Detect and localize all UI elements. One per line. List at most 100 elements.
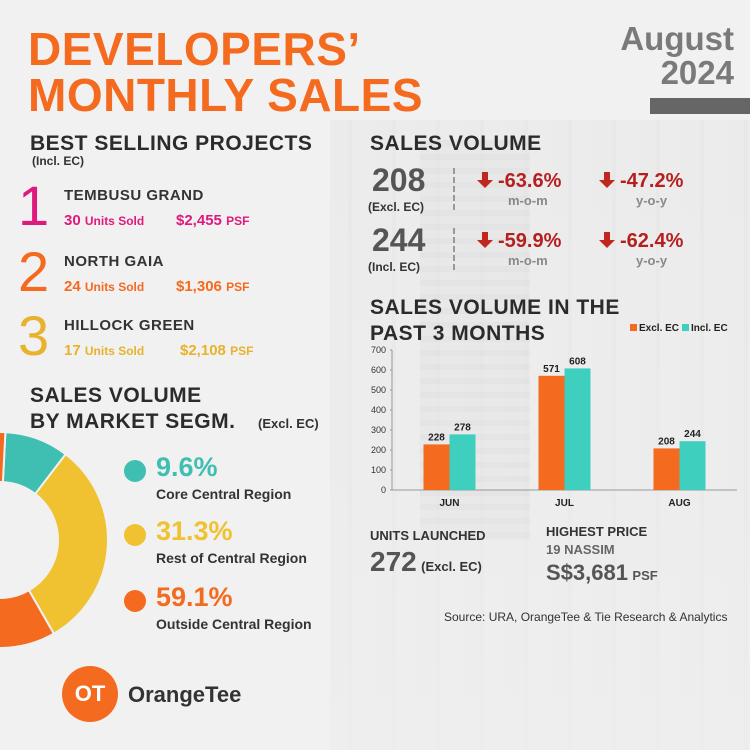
rank-number: 3	[18, 304, 50, 367]
down-arrow-icon	[477, 232, 493, 248]
bar-incl-ec-jun	[449, 434, 476, 490]
price-value: $2,455	[176, 212, 222, 229]
highest-price-block: S$3,681 PSF	[546, 560, 658, 586]
segment-color-dot	[124, 590, 146, 612]
psf-label: PSF	[230, 344, 254, 358]
donut-slice	[27, 452, 109, 635]
highest-price-value: S$3,681	[546, 560, 628, 585]
project-price: $1,306 PSF	[176, 278, 249, 295]
project-units: 24 Units Sold	[64, 278, 144, 295]
highest-price-project: 19 NASSIM	[546, 542, 615, 557]
units-value: 24	[64, 278, 81, 295]
bar-excl-ec-aug	[653, 448, 680, 490]
x-tick-label: JUN	[439, 498, 459, 509]
yoy-change: -47.2%	[598, 170, 683, 193]
y-tick-label: 400	[371, 405, 386, 415]
project-units: 30 Units Sold	[64, 212, 144, 229]
bar-excl-ec-jun	[423, 444, 450, 490]
divider	[453, 168, 455, 210]
year-label: 2024	[660, 54, 734, 91]
price-value: $2,108	[180, 342, 226, 359]
month-label: August	[620, 20, 734, 57]
project-name: TEMBUSU GRAND	[64, 187, 204, 204]
data-label: 228	[428, 432, 445, 443]
units-value: 30	[64, 212, 81, 229]
data-label: 278	[454, 422, 471, 433]
units-label: Units Sold	[84, 214, 145, 228]
units-launched-label: (Excl. EC)	[421, 559, 482, 574]
sales-volume-label: (Incl. EC)	[368, 260, 421, 274]
orangetee-logo-text: OrangeTee	[128, 682, 242, 707]
down-arrow-icon	[477, 172, 493, 188]
down-arrow-icon	[599, 172, 615, 188]
data-label: 608	[569, 356, 586, 367]
sales-volume-title: SALES VOLUME	[370, 132, 542, 155]
segment-percent: 9.6%	[156, 452, 218, 482]
bar-incl-ec-aug	[679, 441, 706, 490]
segment-name: Rest of Central Region	[156, 550, 307, 566]
y-tick-label: 100	[371, 465, 386, 475]
y-tick-label: 700	[371, 345, 386, 355]
mom-label: m-o-m	[508, 193, 548, 208]
date-block: August 2024	[620, 22, 734, 90]
orangetee-logo-icon: OT	[62, 666, 118, 722]
segment-donut	[0, 431, 109, 649]
chart-title-2: PAST 3 MONTHS	[370, 322, 546, 345]
segment-subtitle: (Excl. EC)	[258, 416, 319, 431]
date-underline	[650, 98, 750, 114]
legend-label: Incl. EC	[691, 323, 728, 334]
mom-value: -63.6%	[498, 170, 562, 192]
segment-name: Outside Central Region	[156, 616, 312, 632]
legend-swatch	[682, 324, 689, 331]
sales-volume-bar-chart: 0 100 200 300 400 500 600 700 228 278 JUN 571 608 JUL…	[371, 323, 737, 509]
psf-label: PSF	[226, 280, 250, 294]
best-selling-subtitle: (Incl. EC)	[32, 154, 85, 168]
project-name: HILLOCK GREEN	[64, 317, 195, 334]
segment-color-dot	[124, 524, 146, 546]
yoy-value: -47.2%	[620, 170, 684, 192]
mom-label: m-o-m	[508, 253, 548, 268]
mom-change: -59.9%	[476, 230, 561, 253]
units-launched-block: 272 (Excl. EC)	[370, 546, 482, 578]
units-value: 17	[64, 342, 81, 359]
yoy-change: -62.4%	[598, 230, 683, 253]
chart-title-1: SALES VOLUME IN THE	[370, 296, 620, 319]
down-arrow-icon	[599, 232, 615, 248]
units-launched-title: UNITS LAUNCHED	[370, 528, 486, 543]
highest-price-title: HIGHEST PRICE	[546, 524, 648, 539]
data-label: 208	[658, 436, 675, 447]
y-tick-label: 500	[371, 385, 386, 395]
legend-swatch	[630, 324, 637, 331]
title-line-1: DEVELOPERS’	[28, 23, 361, 75]
price-value: $1,306	[176, 278, 222, 295]
y-tick-label: 300	[371, 425, 386, 435]
sales-volume-label: (Excl. EC)	[368, 200, 425, 214]
project-price: $2,108 PSF	[180, 342, 253, 359]
units-label: Units Sold	[84, 344, 145, 358]
divider	[453, 228, 455, 270]
mom-value: -59.9%	[498, 230, 562, 252]
segment-title-2: BY MARKET SEGM.	[30, 410, 236, 433]
donut-slice	[0, 431, 56, 649]
source-note: Source: URA, OrangeTee & Tie Research & …	[444, 610, 728, 624]
sales-volume-value: 208	[372, 162, 426, 198]
segment-percent: 31.3%	[156, 516, 233, 546]
page-title: DEVELOPERS’ MONTHLY SALES	[28, 26, 423, 118]
segment-name: Core Central Region	[156, 486, 292, 502]
data-label: 244	[684, 429, 701, 440]
y-tick-label: 200	[371, 445, 386, 455]
project-units: 17 Units Sold	[64, 342, 144, 359]
highest-price-unit: PSF	[632, 568, 658, 583]
best-selling-title: BEST SELLING PROJECTS	[30, 132, 313, 155]
segment-percent: 59.1%	[156, 582, 233, 612]
rank-number: 2	[18, 240, 50, 303]
units-label: Units Sold	[84, 280, 145, 294]
x-tick-label: AUG	[668, 498, 690, 509]
y-tick-label: 600	[371, 365, 386, 375]
project-name: NORTH GAIA	[64, 253, 164, 270]
rank-number: 1	[18, 174, 50, 237]
units-launched-value: 272	[370, 546, 417, 577]
yoy-label: y-o-y	[636, 253, 668, 268]
yoy-value: -62.4%	[620, 230, 684, 252]
project-price: $2,455 PSF	[176, 212, 249, 229]
